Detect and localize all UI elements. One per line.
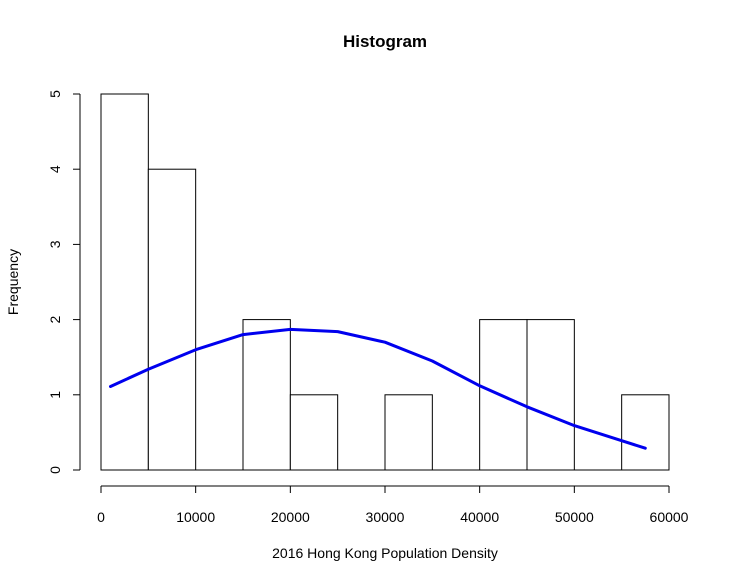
bars-group	[100, 93, 670, 471]
histogram-bar	[384, 394, 433, 471]
y-axis: 0 1 2 3 4 5	[47, 90, 81, 474]
histogram-bar	[621, 394, 670, 471]
histogram-bar	[100, 93, 149, 471]
histogram-bar	[526, 319, 575, 471]
x-axis-label: 2016 Hong Kong Population Density	[272, 545, 498, 561]
y-tick-label: 4	[47, 165, 63, 173]
histogram-bar	[289, 394, 339, 471]
x-tick-label: 60000	[650, 509, 689, 525]
y-axis-label: Frequency	[5, 249, 21, 315]
density-curve	[109, 327, 647, 450]
x-tick-label: 20000	[271, 509, 310, 525]
x-tick-label: 30000	[366, 509, 405, 525]
histogram-bar	[242, 319, 291, 471]
y-tick-label: 5	[47, 90, 63, 98]
x-axis: 0 10000 20000 30000 40000 50000 60000	[97, 485, 689, 525]
x-tick-label: 40000	[460, 509, 499, 525]
x-tick-label: 0	[97, 509, 105, 525]
y-tick-label: 0	[47, 466, 63, 474]
x-tick-label: 50000	[555, 509, 594, 525]
histogram-bar	[147, 168, 197, 471]
y-tick-label: 3	[47, 240, 63, 248]
density-curve-group	[109, 327, 647, 450]
y-tick-label: 1	[47, 391, 63, 399]
chart-title: Histogram	[343, 32, 427, 51]
y-tick-label: 2	[47, 315, 63, 323]
x-tick-label: 10000	[176, 509, 215, 525]
